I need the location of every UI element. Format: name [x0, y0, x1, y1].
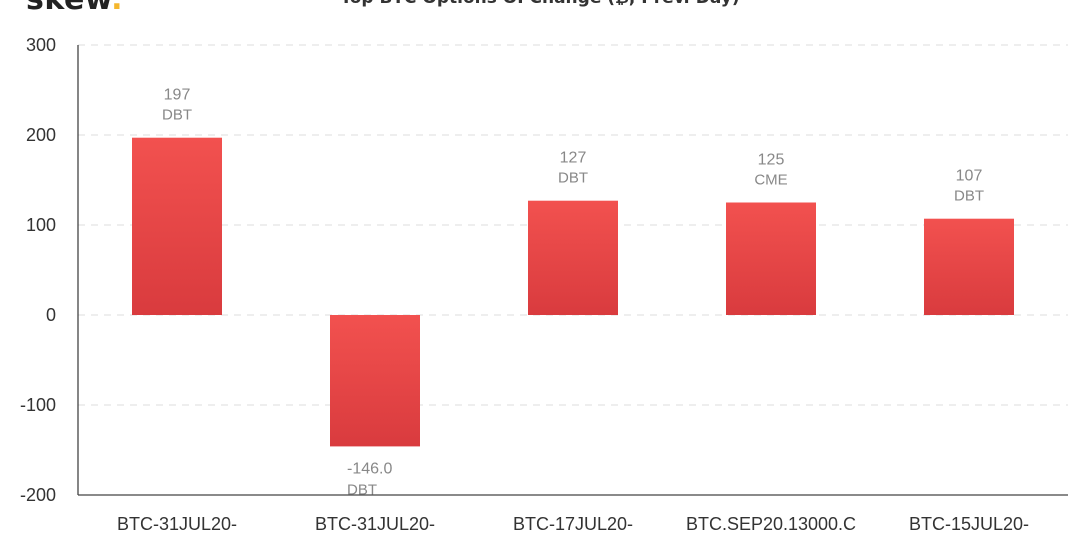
logo-dot: .: [111, 0, 123, 17]
bar: [924, 218, 1014, 315]
logo-text: skew: [26, 0, 111, 17]
skew-logo: skew.: [26, 0, 123, 17]
y-tick-label: -100: [20, 395, 56, 415]
y-tick-label: -200: [20, 485, 56, 505]
data-label: -146.0: [347, 460, 392, 477]
exchange-label: DBT: [954, 188, 984, 205]
y-tick-label: 200: [26, 125, 56, 145]
chart-title: Top BTC Options OI Change (₿, Prev. Day): [0, 0, 1080, 8]
data-label: 127: [560, 150, 587, 167]
exchange-label: DBT: [347, 481, 377, 498]
x-tick-label: BTC-15JUL20-: [909, 514, 1029, 534]
x-tick-label: BTC.SEP20.13000.C: [686, 514, 856, 534]
exchange-label: DBT: [558, 170, 588, 187]
x-tick-label: BTC-31JUL20-: [117, 514, 237, 534]
x-tick-label: BTC-17JUL20-: [513, 514, 633, 534]
bar: [726, 202, 816, 315]
exchange-label: DBT: [162, 107, 192, 124]
bar: [330, 315, 420, 447]
data-label: 125: [758, 152, 785, 169]
data-label: 107: [956, 168, 983, 185]
bar: [132, 137, 222, 315]
x-tick-label: BTC-31JUL20-: [315, 514, 435, 534]
y-tick-label: 100: [26, 215, 56, 235]
y-tick-label: 0: [46, 305, 56, 325]
data-label: 197: [164, 87, 191, 104]
y-tick-label: 300: [26, 35, 56, 55]
bar: [528, 200, 618, 315]
exchange-label: CME: [754, 172, 787, 189]
